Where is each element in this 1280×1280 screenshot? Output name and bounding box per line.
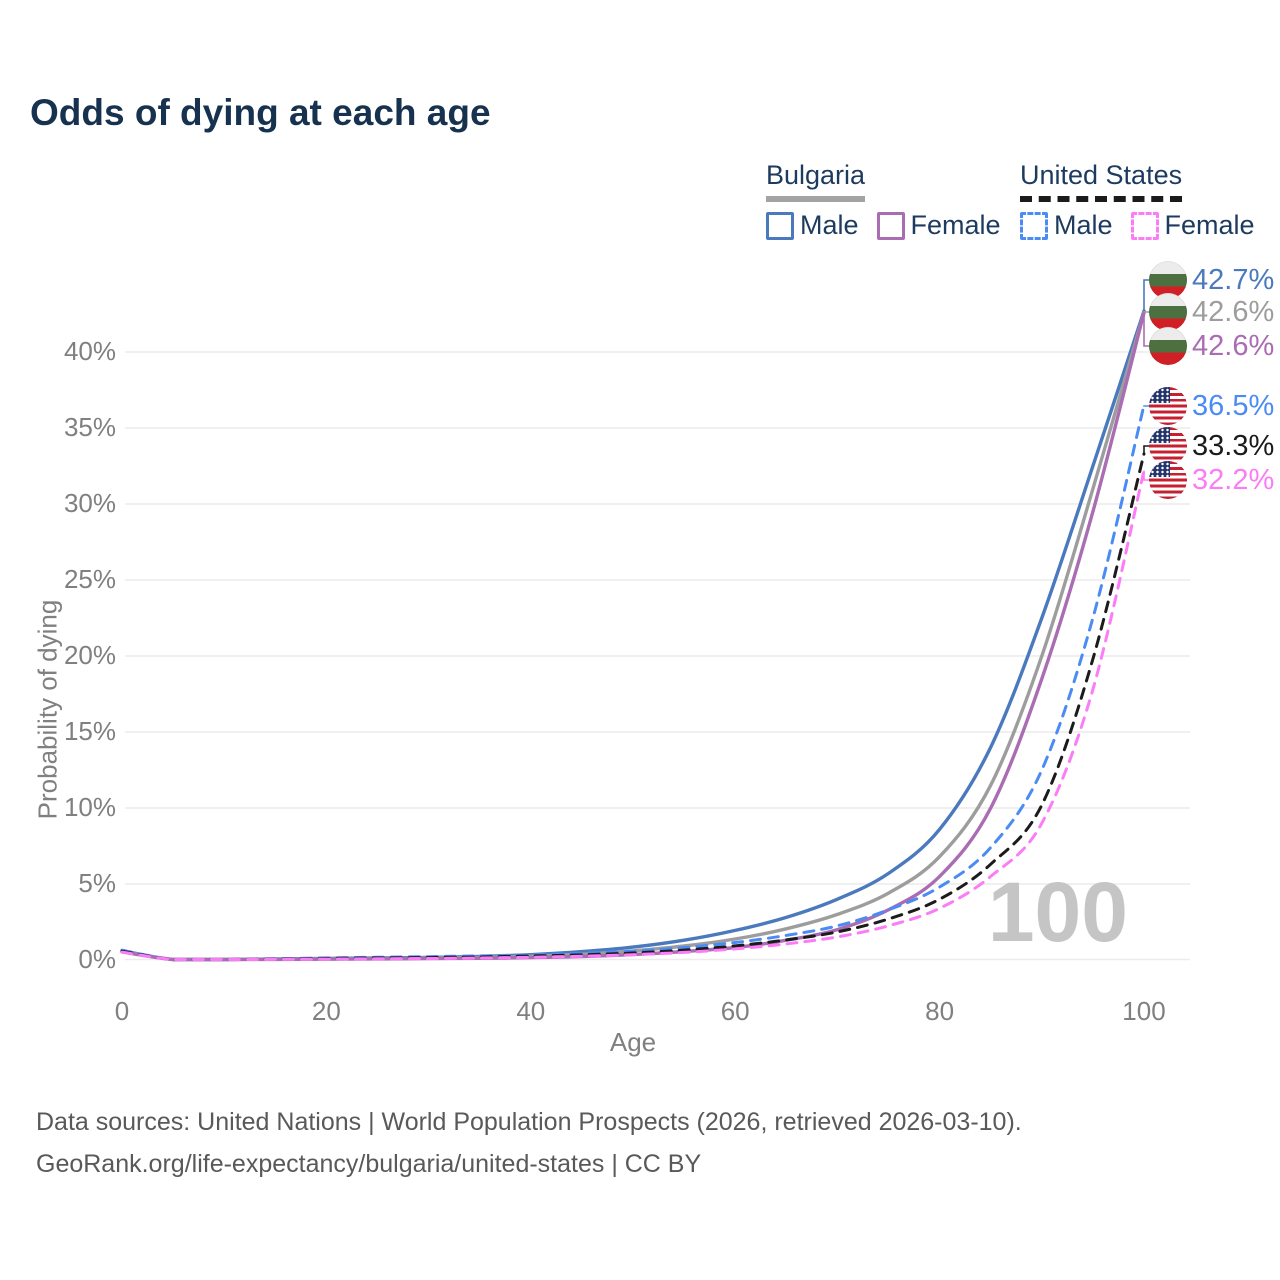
x-tick-label: 40	[516, 996, 546, 1026]
x-tick-label: 20	[311, 996, 341, 1026]
bulgaria-female-swatch-icon	[876, 211, 905, 240]
end-label-connector	[1143, 311, 1150, 313]
legend-group-united-states: United States Male Female	[1020, 160, 1255, 241]
legend-item-bulgaria-female[interactable]: Female	[876, 210, 1001, 241]
legend-label: Male	[800, 210, 859, 240]
end-label-value: 33.3%	[1192, 429, 1275, 462]
y-tick-label: 15%	[63, 716, 116, 746]
end-label-connector	[1143, 312, 1150, 347]
end-label-value: 36.5%	[1192, 389, 1275, 422]
end-label-value: 42.6%	[1192, 329, 1275, 362]
line-chart-plot	[120, 279, 1190, 962]
y-tick-label: 20%	[63, 640, 116, 670]
us-flag-icon	[1149, 461, 1187, 499]
end-label-value: 42.7%	[1192, 263, 1275, 296]
x-tick-label: 80	[925, 996, 955, 1026]
y-tick-label: 40%	[63, 336, 116, 366]
y-tick-label: 25%	[63, 564, 116, 594]
end-label-us-female[interactable]: 32.2%	[1149, 461, 1274, 499]
legend-title-bulgaria[interactable]: Bulgaria	[766, 160, 866, 202]
y-tick-label: 35%	[63, 412, 116, 442]
y-tick-label: 30%	[63, 488, 116, 518]
legend-label: Female	[1164, 210, 1255, 240]
legend-label: Female	[910, 210, 1001, 240]
age-watermark: 100	[987, 865, 1128, 959]
x-tick-label: 60	[720, 996, 750, 1026]
end-label-bulgaria-both[interactable]: 42.6%	[1149, 293, 1274, 331]
x-axis-title: Age	[609, 1027, 657, 1057]
end-label-value: 42.6%	[1192, 295, 1275, 328]
end-label-connector	[1143, 279, 1150, 311]
x-tick-label: 0	[114, 996, 130, 1026]
end-label-connector	[1143, 445, 1150, 454]
us-flag-icon	[1149, 427, 1187, 465]
legend-item-us-female[interactable]: Female	[1130, 210, 1255, 241]
data-sources-text: Data sources: United Nations | World Pop…	[36, 1108, 1022, 1136]
us-flag-icon	[1149, 387, 1187, 425]
page-title: Odds of dying at each age	[30, 92, 491, 133]
bulgaria-flag-icon	[1149, 261, 1187, 299]
end-label-value: 32.2%	[1192, 463, 1275, 496]
us-female-swatch-icon	[1130, 211, 1159, 240]
legend-label: Male	[1054, 210, 1113, 240]
x-tick-label: 100	[1122, 996, 1166, 1026]
us-male-swatch-icon	[1020, 211, 1048, 240]
end-label-bulgaria-male[interactable]: 42.7%	[1149, 261, 1274, 299]
y-tick-label: 0%	[78, 943, 116, 974]
y-tick-label: 10%	[63, 792, 116, 822]
end-label-connector	[1143, 405, 1150, 407]
end-label-connector	[1143, 470, 1150, 481]
legend-group-bulgaria: Bulgaria Male Female	[766, 160, 1001, 241]
legend-title-united-states[interactable]: United States	[1020, 160, 1183, 202]
series-line-united-states-female	[120, 469, 1146, 961]
legend-item-bulgaria-male[interactable]: Male	[766, 210, 859, 241]
y-axis-title: Probability of dying	[32, 599, 63, 820]
end-label-us-both[interactable]: 33.3%	[1149, 427, 1274, 465]
attribution-link[interactable]: GeoRank.org/life-expectancy/bulgaria/uni…	[36, 1150, 702, 1178]
end-label-bulgaria-female[interactable]: 42.6%	[1149, 327, 1274, 365]
legend-item-us-male[interactable]: Male	[1020, 210, 1113, 241]
y-tick-label: 5%	[78, 868, 116, 898]
end-label-us-male[interactable]: 36.5%	[1149, 387, 1274, 425]
bulgaria-male-swatch-icon	[766, 211, 794, 240]
bulgaria-flag-icon	[1149, 327, 1187, 365]
bulgaria-flag-icon	[1149, 293, 1187, 331]
